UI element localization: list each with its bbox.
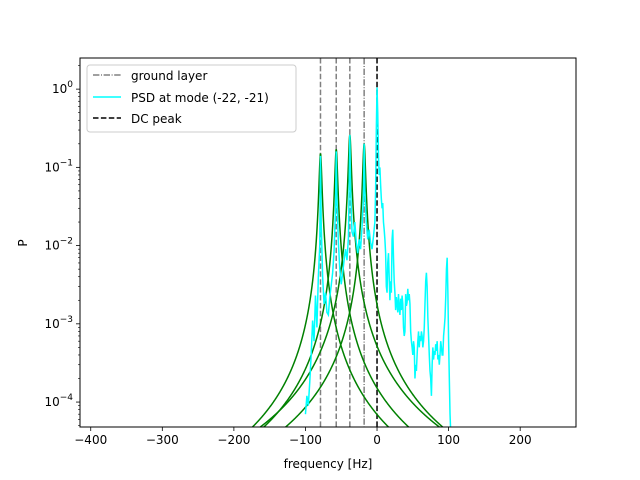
x-tick-label: 0: [373, 433, 381, 447]
y-tick-label: 10−4: [44, 393, 73, 409]
x-tick-label: −200: [217, 433, 250, 447]
x-tick-label: 200: [509, 433, 532, 447]
psd-line: [304, 87, 452, 427]
x-axis-label: frequency [Hz]: [284, 457, 373, 471]
legend-label-dc-peak: DC peak: [131, 112, 182, 126]
psd-line-group: [304, 87, 452, 427]
y-tick-label: 10−3: [44, 315, 73, 331]
y-tick-label: 10−2: [44, 237, 73, 253]
legend-box: [86, 64, 297, 133]
legend: ground layer PSD at mode (-22, -21) DC p…: [86, 64, 297, 133]
y-tick-label: 10−1: [44, 158, 73, 174]
y-axis-label: P: [16, 239, 30, 246]
x-axis-ticks: −400 −300 −200 −100 0 100 200: [74, 427, 532, 447]
peak-line-3: [284, 143, 444, 427]
plot-frame: [79, 57, 577, 428]
x-tick-label: −100: [289, 433, 322, 447]
peak-line-2: [259, 134, 441, 427]
y-axis-ticks: 10−4 10−3 10−2 10−1 100: [44, 65, 80, 426]
x-tick-label: −300: [146, 433, 179, 447]
peak-line-1: [262, 149, 410, 427]
y-tick-label: 100: [52, 80, 73, 96]
legend-label-ground-layer: ground layer: [131, 69, 207, 83]
x-tick-label: −400: [74, 433, 107, 447]
peak-lines: [251, 134, 444, 427]
legend-label-psd: PSD at mode (-22, -21): [131, 91, 269, 105]
peak-line-0: [251, 153, 390, 427]
x-tick-label: 100: [437, 433, 460, 447]
